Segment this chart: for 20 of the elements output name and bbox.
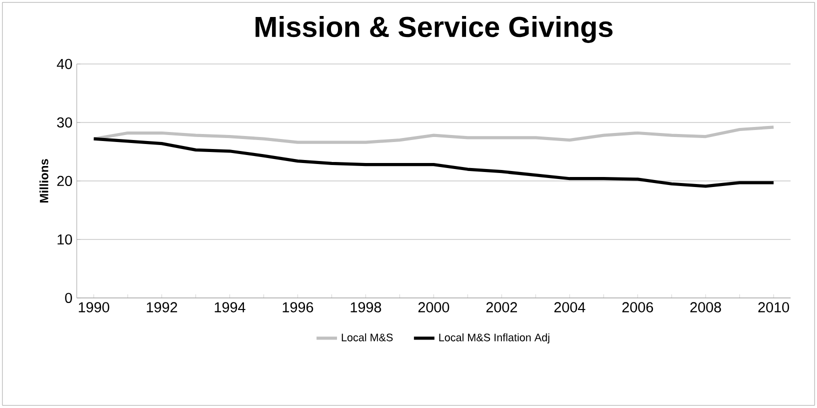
x-tick-label: 1996 bbox=[282, 302, 314, 312]
y-tick-label: 0 bbox=[65, 292, 72, 304]
legend-label: Local M&S Inflation Adj bbox=[439, 333, 550, 344]
x-tick-label: 2008 bbox=[690, 302, 722, 312]
chart-title: Mission & Service Givings bbox=[256, 16, 613, 44]
x-tick-label: 2004 bbox=[554, 302, 586, 312]
x-tick-label: 1998 bbox=[350, 302, 382, 312]
y-axis-title: Millions bbox=[39, 159, 48, 203]
x-tick-label: 2010 bbox=[758, 302, 790, 312]
legend-label: Local M&S bbox=[342, 333, 393, 342]
y-tick-label: 10 bbox=[58, 234, 72, 245]
x-tick-label: 2000 bbox=[418, 302, 450, 312]
x-tick-label: 1992 bbox=[146, 302, 178, 312]
y-tick-label: 30 bbox=[57, 117, 72, 128]
x-tick-label: 1994 bbox=[214, 302, 246, 312]
y-tick-label: 40 bbox=[56, 59, 72, 70]
x-tick-label: 2002 bbox=[486, 302, 517, 312]
x-tick-label: 1990 bbox=[78, 302, 110, 312]
x-tick-label: 2006 bbox=[622, 302, 654, 312]
y-tick-label: 20 bbox=[57, 176, 72, 186]
